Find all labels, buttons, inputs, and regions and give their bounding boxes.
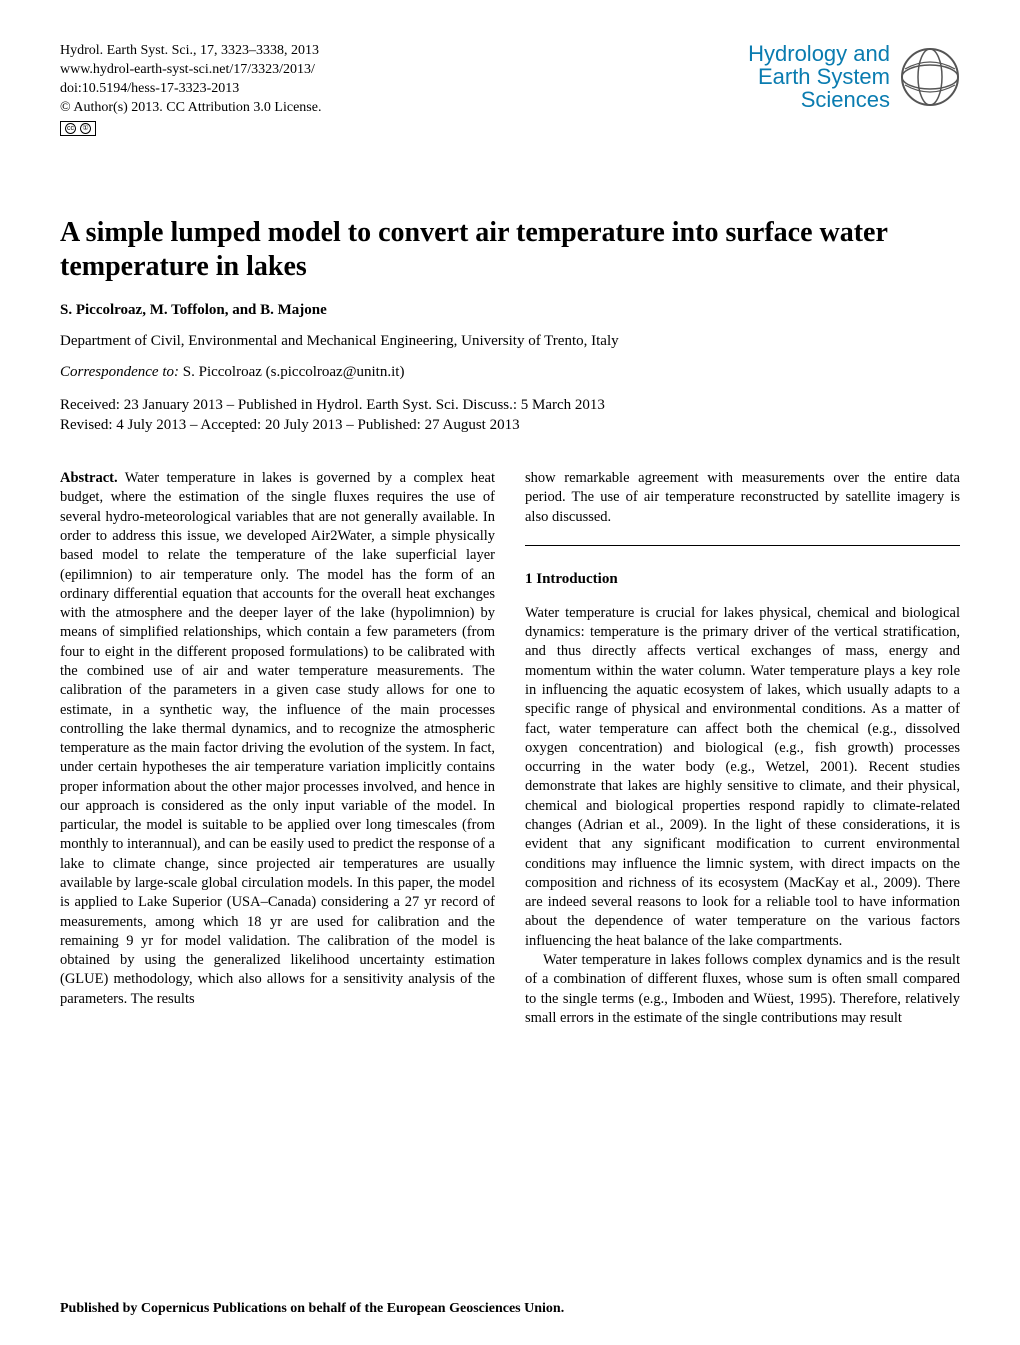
cc-icon: cc (65, 123, 76, 134)
abstract-label: Abstract. (60, 470, 118, 486)
journal-ref: Hydrol. Earth Syst. Sci., 17, 3323–3338,… (60, 42, 321, 61)
paper-title: A simple lumped model to convert air tem… (60, 216, 960, 283)
journal-name-line1: Hydrology and (748, 42, 890, 65)
authors: S. Piccolroaz, M. Toffolon, and B. Majon… (60, 302, 960, 319)
journal-copyright: © Author(s) 2013. CC Attribution 3.0 Lic… (60, 99, 321, 118)
header-right: Hydrology and Earth System Sciences (748, 42, 960, 111)
affiliation: Department of Civil, Environmental and M… (60, 333, 960, 350)
footer: Published by Copernicus Publications on … (60, 1301, 564, 1317)
correspondence: Correspondence to: S. Piccolroaz (s.picc… (60, 364, 960, 381)
abstract-text: Water temperature in lakes is governed b… (60, 470, 495, 1007)
header-left: Hydrol. Earth Syst. Sci., 17, 3323–3338,… (60, 42, 321, 136)
journal-logo-text: Hydrology and Earth System Sciences (748, 42, 890, 111)
dates-line2: Revised: 4 July 2013 – Accepted: 20 July… (60, 415, 960, 435)
abstract: Abstract. Water temperature in lakes is … (60, 469, 495, 1009)
journal-url: www.hydrol-earth-syst-sci.net/17/3323/20… (60, 61, 321, 80)
abstract-continuation: show remarkable agreement with measureme… (525, 469, 960, 527)
correspondence-value: S. Piccolroaz (s.piccolroaz@unitn.it) (183, 364, 405, 380)
correspondence-label: Correspondence to: (60, 364, 179, 380)
intro-p2: Water temperature in lakes follows compl… (525, 951, 960, 1028)
section-divider (525, 545, 960, 546)
left-column: Abstract. Water temperature in lakes is … (60, 469, 495, 1028)
header: Hydrol. Earth Syst. Sci., 17, 3323–3338,… (60, 42, 960, 136)
dates-line1: Received: 23 January 2013 – Published in… (60, 395, 960, 415)
egu-logo-icon (900, 47, 960, 107)
journal-doi: doi:10.5194/hess-17-3323-2013 (60, 80, 321, 99)
body-columns: Abstract. Water temperature in lakes is … (60, 469, 960, 1028)
dates: Received: 23 January 2013 – Published in… (60, 395, 960, 436)
intro-p1: Water temperature is crucial for lakes p… (525, 604, 960, 951)
intro-heading: 1 Introduction (525, 570, 960, 590)
by-icon: ① (80, 123, 91, 134)
journal-name-line3: Sciences (748, 88, 890, 111)
journal-name-line2: Earth System (748, 65, 890, 88)
right-column: show remarkable agreement with measureme… (525, 469, 960, 1028)
cc-badge: cc ① (60, 121, 96, 136)
